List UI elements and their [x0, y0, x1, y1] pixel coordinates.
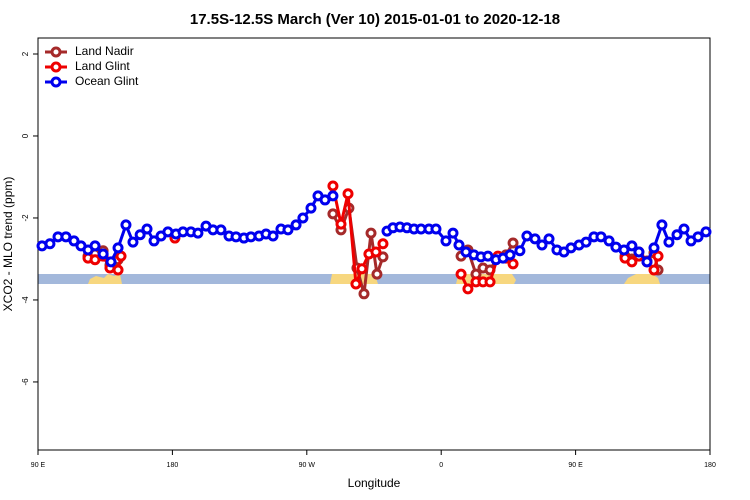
data-point	[105, 256, 117, 268]
data-point	[112, 242, 124, 254]
data-point	[692, 231, 704, 243]
data-point	[504, 249, 516, 261]
data-point	[335, 218, 347, 230]
y-tick-label: -6	[21, 378, 30, 386]
data-point	[365, 227, 377, 239]
y-tick-label: -2	[21, 214, 30, 222]
legend-label: Land Glint	[75, 59, 130, 73]
legend-label: Land Nadir	[75, 44, 134, 58]
data-point	[192, 227, 204, 239]
data-point	[514, 245, 526, 257]
data-point	[580, 236, 592, 248]
y-tick-label: 2	[21, 51, 30, 56]
data-point	[327, 180, 339, 192]
data-point	[68, 235, 80, 247]
data-point	[507, 237, 519, 249]
data-point	[127, 236, 139, 248]
data-point	[440, 235, 452, 247]
data-point	[543, 233, 555, 245]
data-point	[89, 240, 101, 252]
data-point	[215, 224, 227, 236]
x-axis-label: Longitude	[348, 476, 401, 490]
data-point	[536, 239, 548, 251]
data-point	[648, 242, 660, 254]
data-point	[641, 256, 653, 268]
data-point	[120, 219, 132, 231]
data-point	[484, 276, 496, 288]
x-tick-label: 90 W	[299, 462, 316, 469]
data-point	[529, 233, 541, 245]
data-point	[267, 230, 279, 242]
data-point	[595, 231, 607, 243]
y-tick-label: 0	[21, 133, 30, 138]
data-point	[305, 202, 317, 214]
data-point	[462, 283, 474, 295]
land-strip	[624, 274, 660, 284]
data-point	[648, 264, 660, 276]
x-tick-label: 90 E	[568, 462, 583, 469]
data-point	[342, 188, 354, 200]
y-axis-label: XCO2 - MLO trend (ppm)	[1, 177, 15, 312]
data-point	[358, 288, 370, 300]
x-tick-label: 0	[439, 462, 443, 469]
data-point	[663, 236, 675, 248]
x-tick-label: 180	[704, 462, 716, 469]
data-point	[430, 223, 442, 235]
data-point	[141, 223, 153, 235]
data-point	[148, 235, 160, 247]
data-point	[455, 268, 467, 280]
data-point	[44, 238, 56, 250]
data-point	[626, 240, 638, 252]
data-point	[377, 238, 389, 250]
data-point	[60, 231, 72, 243]
x-tick-label: 90 E	[31, 462, 46, 469]
data-point	[447, 227, 459, 239]
data-point	[626, 256, 638, 268]
data-point	[297, 212, 309, 224]
data-point	[350, 278, 362, 290]
data-point	[678, 223, 690, 235]
legend-marker	[50, 76, 62, 88]
data-point	[134, 229, 146, 241]
data-point	[618, 244, 630, 256]
x-tick-label: 180	[167, 462, 179, 469]
data-point	[319, 194, 331, 206]
data-point	[453, 239, 465, 251]
data-point	[97, 248, 109, 260]
data-point	[633, 246, 645, 258]
data-point	[112, 264, 124, 276]
data-point	[507, 258, 519, 270]
legend-marker	[50, 61, 62, 73]
data-point	[603, 235, 615, 247]
y-tick-label: -4	[21, 296, 30, 304]
data-point	[671, 229, 683, 241]
data-point	[327, 208, 339, 220]
data-point	[327, 190, 339, 202]
legend-label: Ocean Glint	[75, 74, 139, 88]
legend-marker	[50, 46, 62, 58]
data-point	[356, 263, 368, 275]
data-point	[377, 251, 389, 263]
data-point	[370, 246, 382, 258]
data-point	[290, 219, 302, 231]
chart-title: 17.5S-12.5S March (Ver 10) 2015-01-01 to…	[190, 11, 560, 28]
data-point	[652, 250, 664, 262]
data-point	[656, 219, 668, 231]
data-point	[371, 268, 383, 280]
data-point	[282, 224, 294, 236]
data-point	[700, 226, 712, 238]
land-strip	[88, 274, 122, 284]
